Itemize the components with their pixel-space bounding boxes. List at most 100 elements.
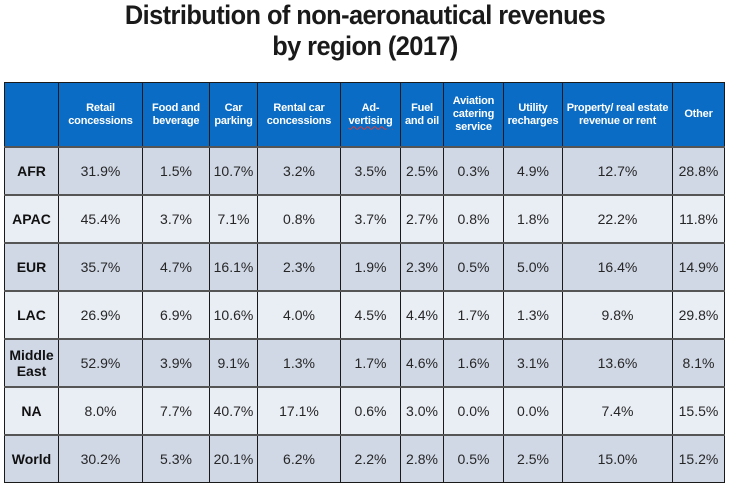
value-cell: 22.2% <box>562 194 673 244</box>
table-row: EUR 35.7% 4.7% 16.1% 2.3% 1.9% 2.3% 0.5% 5.0% 16.… <box>4 242 725 292</box>
value-cell: 3.2% <box>257 146 341 196</box>
value-cell: 2.8% <box>400 434 444 483</box>
value-cell: 7.4% <box>562 386 673 436</box>
header-cell: Ad-vertising <box>340 82 401 148</box>
value-cell: 3.1% <box>503 338 563 388</box>
value-cell: 4.5% <box>340 290 401 340</box>
value-cell: 15.2% <box>672 434 725 483</box>
value-cell: 7.7% <box>142 386 210 436</box>
value-cell: 3.0% <box>400 386 444 436</box>
header-cell: Property/ real estate revenue or rent <box>562 82 673 148</box>
value-cell: 0.5% <box>443 434 504 483</box>
value-cell: 4.6% <box>400 338 444 388</box>
value-cell: 11.8% <box>672 194 725 244</box>
region-cell: EUR <box>4 242 59 292</box>
value-cell: 6.9% <box>142 290 210 340</box>
value-cell: 13.6% <box>562 338 673 388</box>
header-cell: Fuel and oil <box>400 82 444 148</box>
value-cell: 1.6% <box>443 338 504 388</box>
header-cell: Other <box>672 82 725 148</box>
value-cell: 30.2% <box>58 434 143 483</box>
value-cell: 5.0% <box>503 242 563 292</box>
value-cell: 1.3% <box>257 338 341 388</box>
value-cell: 31.9% <box>58 146 143 196</box>
value-cell: 0.8% <box>443 194 504 244</box>
value-cell: 3.7% <box>340 194 401 244</box>
value-cell: 3.9% <box>142 338 210 388</box>
header-label: Ad-vertising <box>348 101 393 127</box>
value-cell: 12.7% <box>562 146 673 196</box>
value-cell: 5.3% <box>142 434 210 483</box>
value-cell: 52.9% <box>58 338 143 388</box>
value-cell: 0.0% <box>503 386 563 436</box>
table-header-row: Retail concessions Food and beverage Car p… <box>4 82 725 148</box>
value-cell: 16.1% <box>209 242 258 292</box>
title-line-1: Distribution of non-aeronautical revenue… <box>124 0 606 30</box>
value-cell: 3.7% <box>142 194 210 244</box>
table-row: Middle East 52.9% 3.9% 9.1% 1.3% 1.7% 4.6% 1.6%… <box>4 338 725 388</box>
value-cell: 14.9% <box>672 242 725 292</box>
value-cell: 4.0% <box>257 290 341 340</box>
value-cell: 0.0% <box>443 386 504 436</box>
value-cell: 10.6% <box>209 290 258 340</box>
value-cell: 4.9% <box>503 146 563 196</box>
table-row: APAC 45.4% 3.7% 7.1% 0.8% 3.7% 2.7% 0.8% 1.8% 22.… <box>4 194 725 244</box>
value-cell: 3.5% <box>340 146 401 196</box>
region-cell: NA <box>4 386 59 436</box>
value-cell: 0.3% <box>443 146 504 196</box>
value-cell: 29.8% <box>672 290 725 340</box>
value-cell: 10.7% <box>209 146 258 196</box>
value-cell: 1.7% <box>443 290 504 340</box>
header-cell: Car parking <box>209 82 258 148</box>
table-row: LAC 26.9% 6.9% 10.6% 4.0% 4.5% 4.4% 1.7% 1.3% 9.8… <box>4 290 725 340</box>
region-cell: LAC <box>4 290 59 340</box>
value-cell: 1.8% <box>503 194 563 244</box>
value-cell: 2.5% <box>503 434 563 483</box>
value-cell: 0.5% <box>443 242 504 292</box>
header-cell: Utility recharges <box>503 82 563 148</box>
value-cell: 16.4% <box>562 242 673 292</box>
value-cell: 2.3% <box>400 242 444 292</box>
value-cell: 2.2% <box>340 434 401 483</box>
value-cell: 2.3% <box>257 242 341 292</box>
value-cell: 17.1% <box>257 386 341 436</box>
value-cell: 4.7% <box>142 242 210 292</box>
value-cell: 1.5% <box>142 146 210 196</box>
region-cell: World <box>4 434 59 483</box>
revenue-table: Retail concessions Food and beverage Car p… <box>4 82 725 483</box>
value-cell: 8.1% <box>672 338 725 388</box>
header-cell: Aviation catering service <box>443 82 504 148</box>
value-cell: 0.8% <box>257 194 341 244</box>
page-title: Distribution of non-aeronautical revenue… <box>22 0 708 62</box>
region-cell: APAC <box>4 194 59 244</box>
value-cell: 15.5% <box>672 386 725 436</box>
value-cell: 40.7% <box>209 386 258 436</box>
region-cell: AFR <box>4 146 59 196</box>
header-cell-corner <box>4 82 59 148</box>
header-cell: Food and beverage <box>142 82 210 148</box>
table-row: World 30.2% 5.3% 20.1% 6.2% 2.2% 2.8% 0.5% 2.5% 1… <box>4 434 725 483</box>
header-cell: Retail concessions <box>58 82 143 148</box>
value-cell: 1.3% <box>503 290 563 340</box>
value-cell: 35.7% <box>58 242 143 292</box>
region-cell: Middle East <box>4 338 59 388</box>
value-cell: 8.0% <box>58 386 143 436</box>
header-cell: Rental car concessions <box>257 82 341 148</box>
value-cell: 1.9% <box>340 242 401 292</box>
value-cell: 2.7% <box>400 194 444 244</box>
table-row: NA 8.0% 7.7% 40.7% 17.1% 0.6% 3.0% 0.0% 0.0% 7.4%… <box>4 386 725 436</box>
value-cell: 45.4% <box>58 194 143 244</box>
value-cell: 4.4% <box>400 290 444 340</box>
value-cell: 1.7% <box>340 338 401 388</box>
value-cell: 7.1% <box>209 194 258 244</box>
value-cell: 9.8% <box>562 290 673 340</box>
value-cell: 0.6% <box>340 386 401 436</box>
value-cell: 20.1% <box>209 434 258 483</box>
value-cell: 28.8% <box>672 146 725 196</box>
value-cell: 26.9% <box>58 290 143 340</box>
table-row: AFR 31.9% 1.5% 10.7% 3.2% 3.5% 2.5% 0.3% 4.9% 12.… <box>4 146 725 196</box>
value-cell: 9.1% <box>209 338 258 388</box>
title-line-2: by region (2017) <box>272 31 458 61</box>
value-cell: 15.0% <box>562 434 673 483</box>
value-cell: 6.2% <box>257 434 341 483</box>
